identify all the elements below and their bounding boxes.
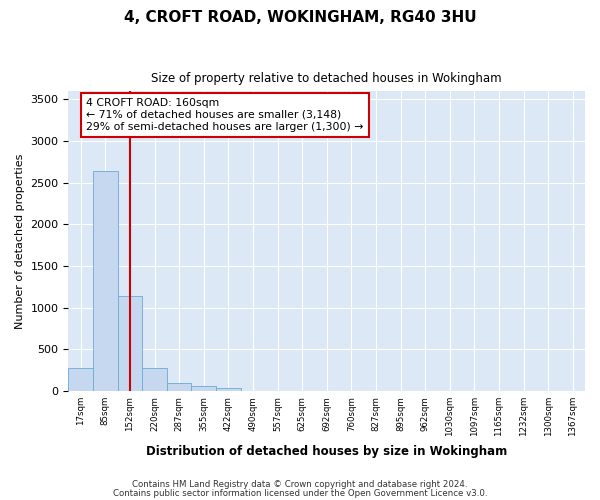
Text: 4, CROFT ROAD, WOKINGHAM, RG40 3HU: 4, CROFT ROAD, WOKINGHAM, RG40 3HU [124,10,476,25]
Text: Contains HM Land Registry data © Crown copyright and database right 2024.: Contains HM Land Registry data © Crown c… [132,480,468,489]
Bar [167,382,191,391]
Text: Contains public sector information licensed under the Open Government Licence v3: Contains public sector information licen… [113,489,487,498]
Bar [191,386,216,391]
Bar [93,171,118,391]
Y-axis label: Number of detached properties: Number of detached properties [15,153,25,328]
Bar [68,368,93,391]
Bar [118,296,142,391]
Title: Size of property relative to detached houses in Wokingham: Size of property relative to detached ho… [151,72,502,86]
Bar [142,368,167,391]
X-axis label: Distribution of detached houses by size in Wokingham: Distribution of detached houses by size … [146,444,508,458]
Text: 4 CROFT ROAD: 160sqm
← 71% of detached houses are smaller (3,148)
29% of semi-de: 4 CROFT ROAD: 160sqm ← 71% of detached h… [86,98,364,132]
Bar [216,388,241,391]
